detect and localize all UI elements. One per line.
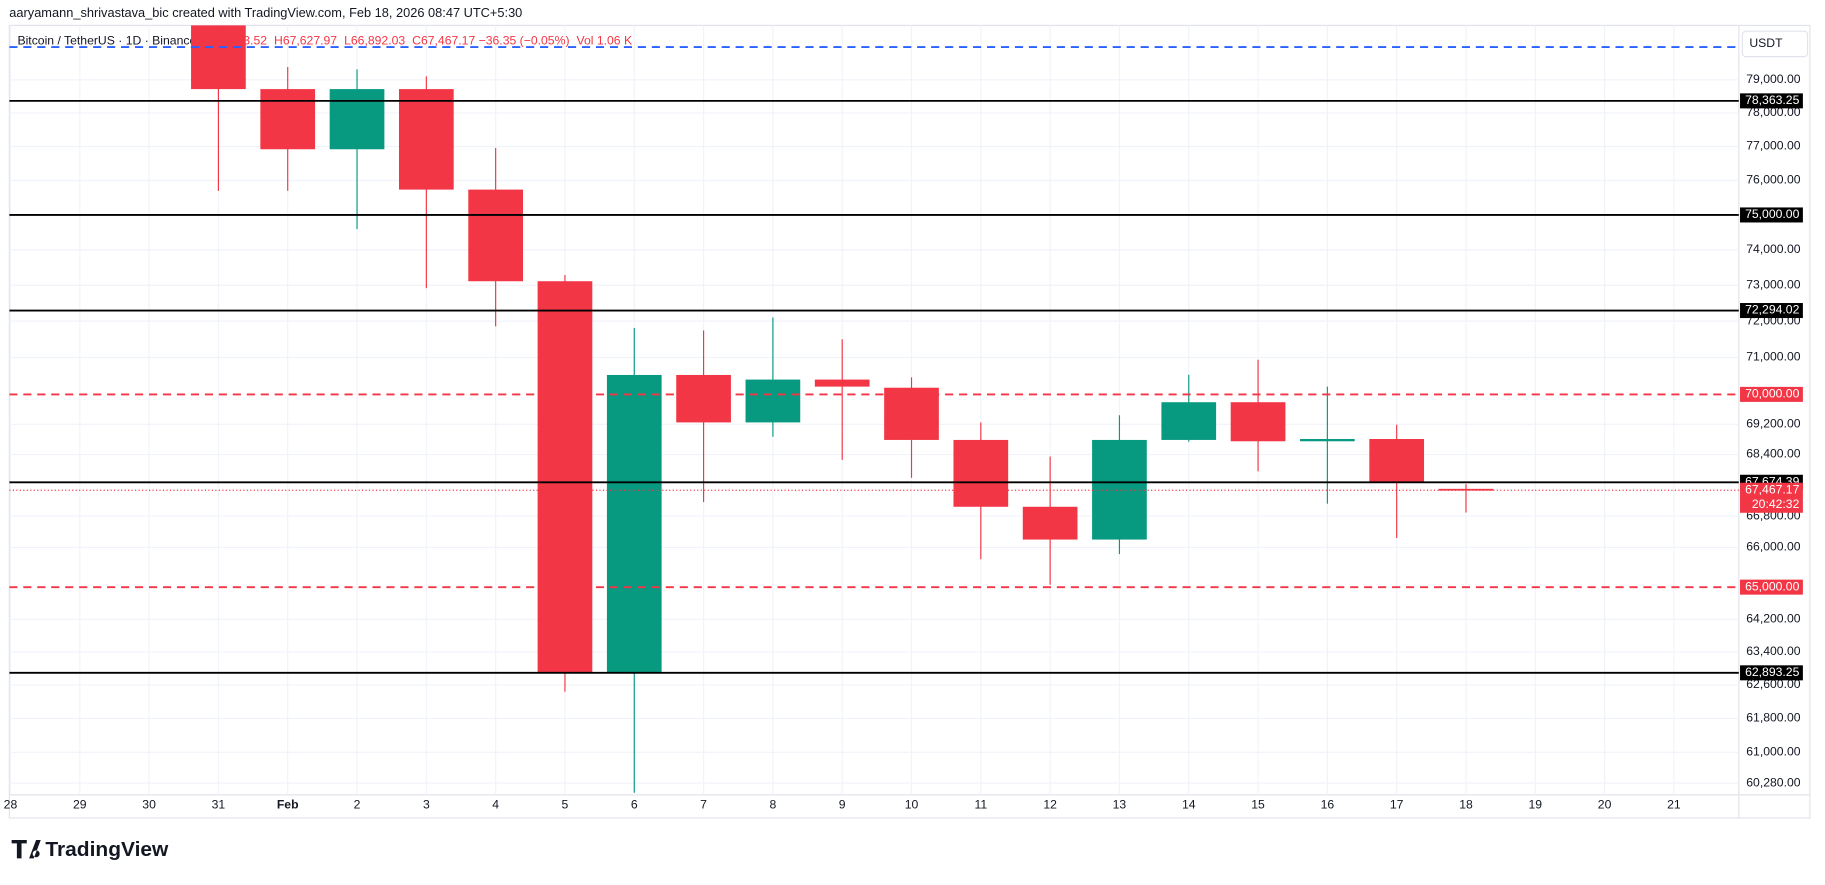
y-tick-label: 61,000.00 xyxy=(1746,745,1801,759)
header: aaryamann_shrivastava_bic created with T… xyxy=(9,5,522,20)
x-tick-label: 21 xyxy=(1667,798,1681,812)
candle-body xyxy=(953,439,1009,507)
legend: Bitcoin / TetherUS · 1D · BinanceO67,503… xyxy=(17,34,632,48)
x-tick-label: 20 xyxy=(1598,798,1612,812)
candle-body xyxy=(1230,402,1286,442)
y-tick-label: 61,800.00 xyxy=(1746,711,1801,725)
x-tick-label: 28 xyxy=(4,798,18,812)
countdown: 20:42:32 xyxy=(1752,497,1800,511)
x-tick-label: 12 xyxy=(1043,798,1057,812)
x-tick-label: 4 xyxy=(492,798,499,812)
y-tick-label: 73,000.00 xyxy=(1746,278,1801,292)
level-label: 72,294.02 xyxy=(1745,303,1800,317)
candle-body xyxy=(1161,402,1217,440)
candle-body xyxy=(745,379,801,423)
level-label-bg xyxy=(1740,303,1803,319)
candle-body xyxy=(468,189,523,282)
x-tick-label: 2 xyxy=(354,798,361,812)
chart-frame xyxy=(8,24,1811,819)
level-label-bg xyxy=(1740,386,1803,402)
logo-icon xyxy=(11,839,41,859)
candle-body xyxy=(814,379,870,387)
y-tick-label: 62,600.00 xyxy=(1746,677,1801,691)
y-tick-label: 78,000.00 xyxy=(1746,105,1801,119)
plot: Bitcoin / TetherUS · 1D · BinanceO67,503… xyxy=(9,25,1739,795)
y-tick-label: 71,000.00 xyxy=(1746,350,1801,364)
level-label-bg xyxy=(1740,482,1803,513)
candle-body xyxy=(537,281,593,673)
level-label: 78,363.25 xyxy=(1745,93,1800,107)
x-tick-label: 13 xyxy=(1113,798,1127,812)
x-tick-label: 17 xyxy=(1390,798,1404,812)
candle-body xyxy=(1300,438,1355,442)
price-axis: 79,000.00 78,000.00 77,000.00 76,000.00 74,0… xyxy=(1740,30,1809,789)
y-tick-label: 64,200.00 xyxy=(1746,612,1801,626)
x-tick-label: 19 xyxy=(1529,798,1543,812)
x-tick-label: 3 xyxy=(423,798,430,812)
y-tick-label: 68,400.00 xyxy=(1746,447,1801,461)
x-tick-label: 14 xyxy=(1182,798,1196,812)
level-label: 62,893.25 xyxy=(1745,665,1800,679)
legend-field: C67,467.17 −36.35 (−0.05%) xyxy=(412,34,569,48)
currency: USDT xyxy=(1749,36,1783,50)
legend-symbol: Bitcoin / TetherUS · 1D · Binance xyxy=(17,34,196,48)
candle-body xyxy=(676,374,731,423)
y-tick-label: 76,000.00 xyxy=(1746,173,1801,187)
legend-field: Vol 1.06 K xyxy=(577,34,633,48)
footer-logo: TradingView xyxy=(11,838,169,861)
candle-body xyxy=(1022,506,1078,540)
y-tick-label: 66,000.00 xyxy=(1746,540,1801,554)
x-tick-label: Feb xyxy=(277,798,299,812)
x-tick-label: 15 xyxy=(1251,798,1265,812)
y-tick-label: 77,000.00 xyxy=(1746,139,1801,153)
candle-body xyxy=(398,89,454,190)
level-label: 65,000.00 xyxy=(1745,579,1800,593)
y-tick-label: 69,200.00 xyxy=(1746,417,1801,431)
x-tick-label: 30 xyxy=(142,798,156,812)
y-tick-label: 79,000.00 xyxy=(1746,72,1801,86)
x-tick-label: 29 xyxy=(73,798,87,812)
y-tick-label: 63,400.00 xyxy=(1746,644,1801,658)
candle-body xyxy=(260,89,316,150)
x-tick-label: 18 xyxy=(1459,798,1473,812)
level-label: 75,000.00 xyxy=(1745,207,1800,221)
candle-body xyxy=(1369,438,1425,483)
level-label: 67,467.17 xyxy=(1745,482,1800,496)
legend-field: L66,892.03 xyxy=(344,34,405,48)
footer-text: TradingView xyxy=(45,838,169,861)
x-tick-label: 31 xyxy=(212,798,226,812)
x-tick-label: 7 xyxy=(700,798,707,812)
x-tick-label: 16 xyxy=(1321,798,1335,812)
x-tick-label: 10 xyxy=(905,798,919,812)
x-tick-label: 8 xyxy=(769,798,776,812)
x-tick-label: 6 xyxy=(631,798,638,812)
legend-field: H67,627.97 xyxy=(274,34,337,48)
level-label: 70,000.00 xyxy=(1745,387,1800,401)
x-tick-label: 11 xyxy=(974,798,987,812)
level-label-bg xyxy=(1740,207,1803,223)
candle-body xyxy=(329,89,385,150)
y-tick-label: 74,000.00 xyxy=(1746,242,1801,256)
candle-body xyxy=(1092,439,1147,540)
level-label-bg xyxy=(1740,579,1803,595)
candle-body xyxy=(191,25,246,90)
candle-body xyxy=(606,374,662,673)
level-label-bg xyxy=(1740,665,1803,681)
candle-body xyxy=(884,387,939,440)
currency-box xyxy=(1741,30,1809,58)
x-tick-label: 5 xyxy=(562,798,569,812)
level-label-bg xyxy=(1740,93,1803,109)
x-tick-label: 9 xyxy=(839,798,846,812)
y-tick-label: 60,280.00 xyxy=(1746,775,1801,789)
